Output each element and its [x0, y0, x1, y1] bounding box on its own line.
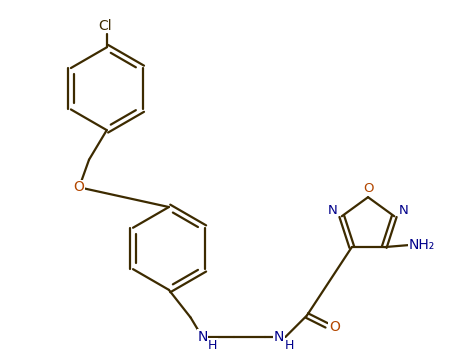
Text: O: O — [328, 320, 339, 334]
Text: N: N — [274, 330, 284, 344]
Text: O: O — [73, 180, 84, 194]
Text: NH₂: NH₂ — [408, 238, 434, 252]
Text: Cl: Cl — [98, 19, 112, 33]
Text: N: N — [197, 330, 207, 344]
Text: H: H — [284, 339, 293, 352]
Text: O: O — [362, 182, 372, 195]
Text: N: N — [397, 204, 407, 217]
Text: H: H — [207, 339, 217, 352]
Text: N: N — [327, 204, 337, 217]
